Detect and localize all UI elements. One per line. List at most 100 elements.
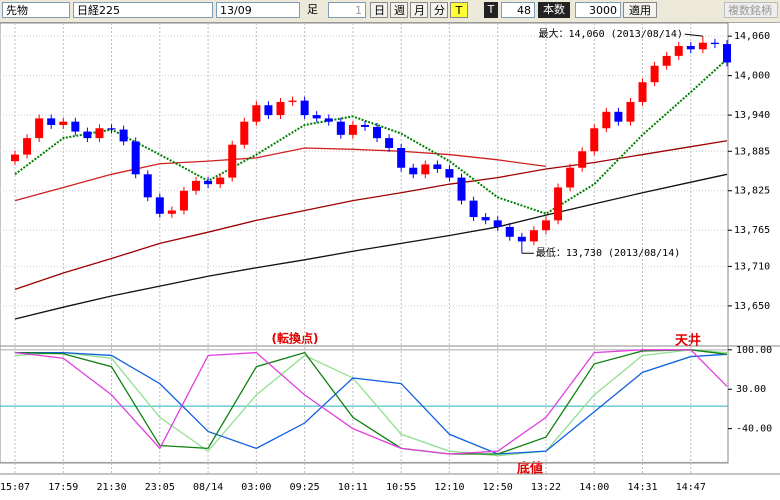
candle-body <box>723 44 731 63</box>
candle-body <box>505 226 514 237</box>
y-tick-label: 30.00 <box>736 384 766 395</box>
bars-spinner[interactable]: 3000 <box>575 2 621 18</box>
candle-body <box>409 167 418 175</box>
candle-body <box>300 100 309 116</box>
y-tick-label: 13,825 <box>734 186 770 197</box>
candle-body <box>385 138 394 148</box>
candle-body <box>360 124 369 127</box>
oscillator-line <box>15 351 728 455</box>
candle-body <box>119 129 128 142</box>
candle-body <box>336 121 345 135</box>
candle-body <box>626 101 635 122</box>
x-tick-label: 12:50 <box>483 482 513 493</box>
candle-body <box>662 55 671 66</box>
contract-select[interactable]: 13/09 <box>216 2 300 18</box>
candle-body <box>240 121 249 145</box>
candle-body <box>674 46 683 56</box>
y-tick-label: 14,060 <box>734 31 770 42</box>
candle-body <box>373 126 382 139</box>
x-tick-label: 10:55 <box>386 482 416 493</box>
candle-body <box>445 169 454 178</box>
candle-body <box>107 128 116 130</box>
moving-average <box>14 140 728 291</box>
x-tick-label: 10:11 <box>338 482 368 493</box>
x-tick-label: 13:22 <box>531 482 561 493</box>
week-button[interactable]: 週 <box>390 2 408 18</box>
x-tick-label: 17:59 <box>48 482 78 493</box>
minute-button[interactable]: 分 <box>430 2 448 18</box>
count-spinner[interactable]: 48 <box>501 2 535 18</box>
count-label: 本数 <box>538 2 570 18</box>
tick-button[interactable]: T <box>450 2 468 18</box>
candle-body <box>578 151 587 168</box>
oscillator-line <box>14 349 728 455</box>
y-tick-label: 14,000 <box>734 71 770 82</box>
candle-body <box>167 210 176 214</box>
candle-body <box>698 42 707 50</box>
candle-body <box>276 101 285 116</box>
symbol-select[interactable]: 日経225 <box>73 2 213 18</box>
candle-body <box>469 200 478 218</box>
candle-body <box>95 128 104 139</box>
y-tick-label: 100.00 <box>736 345 772 356</box>
x-tick-label: 08/14 <box>193 482 223 493</box>
x-tick-label: 14:00 <box>579 482 609 493</box>
candle-body <box>252 105 261 122</box>
osc-annotation: 底値 <box>517 461 543 477</box>
annotation: 最大：14,060 (2013/08/14) <box>538 27 682 40</box>
oscillator-line <box>14 349 728 455</box>
candle-body <box>71 121 80 132</box>
y-tick-label: 13,885 <box>734 146 770 157</box>
candle-body <box>312 115 321 119</box>
x-tick-label: 23:05 <box>145 482 175 493</box>
candle-body <box>590 128 599 152</box>
t-label: T <box>484 2 498 18</box>
candle-body <box>324 118 333 122</box>
moving-average <box>14 147 547 202</box>
annotation: 最低：13,730 (2013/08/14) <box>536 246 680 259</box>
month-button[interactable]: 月 <box>410 2 428 18</box>
x-tick-label: 12:10 <box>434 482 464 493</box>
plot-frame <box>0 22 729 464</box>
candle-body <box>686 46 695 50</box>
candle-body <box>228 144 237 178</box>
x-tick-label: 14:47 <box>676 482 706 493</box>
candle-body <box>614 111 623 122</box>
candle-body <box>35 118 44 139</box>
candle-body <box>554 187 563 221</box>
market-select[interactable]: 先物 <box>2 2 70 18</box>
candle-body <box>638 82 647 102</box>
candle-body <box>457 177 466 201</box>
candle-body <box>143 174 152 198</box>
y-tick-label: 13,765 <box>734 225 770 236</box>
candle-body <box>264 105 273 116</box>
candle-body <box>493 220 502 227</box>
candle-body <box>397 147 406 168</box>
day-button[interactable]: 日 <box>370 2 388 18</box>
annotation-arrow <box>684 33 703 37</box>
candle-body <box>155 197 164 214</box>
candle-body <box>288 100 297 102</box>
candle-body <box>216 177 225 185</box>
osc-annotation: (転換点) <box>272 331 319 346</box>
osc-annotation: 天井 <box>675 333 701 349</box>
y-tick-label: -40.00 <box>736 424 772 435</box>
bar-label: 足 <box>307 3 318 16</box>
candle-body <box>47 118 56 125</box>
x-tick-label: 21:30 <box>96 482 126 493</box>
apply-button[interactable]: 適用 <box>623 2 657 18</box>
bar-spinner[interactable]: 1 <box>328 2 366 18</box>
moving-average <box>14 173 728 320</box>
x-tick-label: 03:00 <box>241 482 271 493</box>
candle-body <box>11 154 19 162</box>
y-tick-label: 13,650 <box>734 301 770 312</box>
x-tick-label: 09:25 <box>290 482 320 493</box>
candle-body <box>481 217 490 221</box>
candle-body <box>529 230 538 242</box>
multi-symbol-button[interactable]: 複数銘柄 <box>724 2 778 18</box>
oscillator-line <box>14 349 728 457</box>
y-tick-label: 13,710 <box>734 261 770 272</box>
candle-body <box>204 180 213 185</box>
